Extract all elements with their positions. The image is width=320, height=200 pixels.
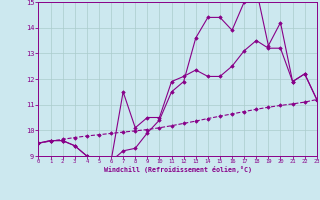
X-axis label: Windchill (Refroidissement éolien,°C): Windchill (Refroidissement éolien,°C)	[104, 166, 252, 173]
